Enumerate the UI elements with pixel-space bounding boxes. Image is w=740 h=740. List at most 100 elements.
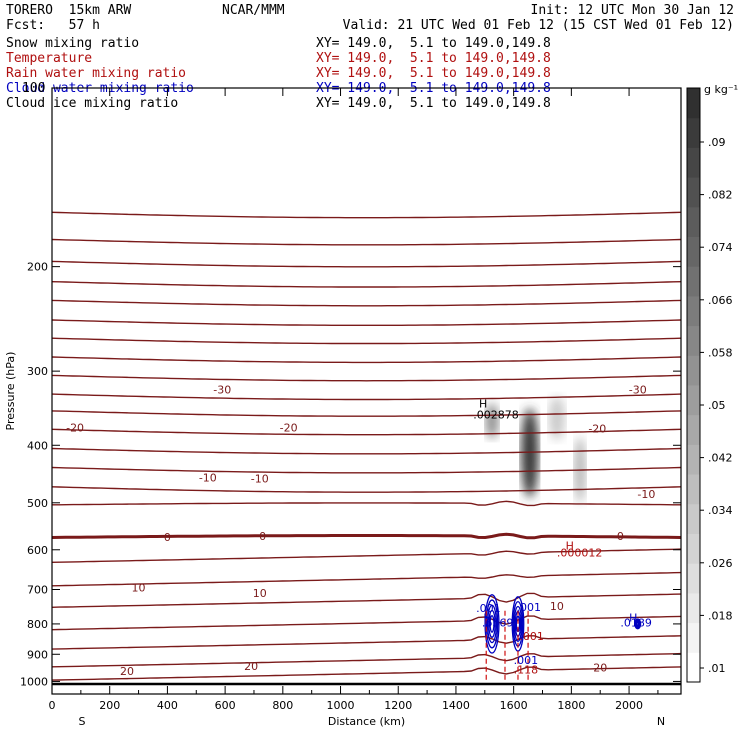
isotherm-1	[51, 238, 682, 246]
isotherm-5	[51, 319, 682, 326]
annotation-10: .001	[519, 630, 544, 643]
field-xy-0: XY= 149.0, 5.1 to 149.0,149.8	[316, 36, 551, 51]
x-tick-label-9: 1800	[557, 699, 585, 712]
snow-shading-1	[521, 408, 539, 498]
colorbar-tick-label-10: .09	[708, 136, 726, 149]
colorbar-tick-label-8: .074	[708, 241, 733, 254]
y-axis-label: Pressure (hPa)	[4, 352, 17, 431]
x-tick-label-3: 600	[215, 699, 236, 712]
annotation-3: .000012	[557, 546, 603, 559]
isotherm-0	[51, 211, 682, 219]
colorbar-bin	[687, 206, 700, 237]
colorbar-tick-label-7: .066	[708, 294, 733, 307]
isotherm-19	[51, 592, 682, 608]
colorbar-bin	[687, 622, 700, 653]
x-axis-label: Distance (km)	[328, 715, 405, 728]
isotherm-label-11: 10	[132, 582, 146, 595]
isotherm-18	[51, 571, 682, 587]
colorbar-bin	[687, 88, 700, 119]
field-name-1: Temperature	[6, 51, 93, 66]
isotherm-17	[51, 548, 682, 563]
colorbar-frame	[686, 87, 701, 683]
colorbar-tick-label-4: .042	[708, 452, 733, 465]
colorbar-unit: g kg⁻¹	[704, 83, 738, 96]
isotherm-label-0: -30	[213, 383, 231, 396]
isotherm-20	[51, 615, 682, 631]
cloud-water-contour-2-4	[636, 621, 640, 626]
isotherm-11	[51, 428, 682, 436]
x-tick-label-4: 800	[272, 699, 293, 712]
isotherm-label-10: 0	[617, 530, 624, 543]
isotherm-8	[51, 374, 682, 382]
colorbar-bin	[687, 533, 700, 564]
isotherm-label-3: -20	[280, 421, 298, 434]
colorbar-bin	[687, 444, 700, 475]
x-tick-label-10: 2000	[615, 699, 643, 712]
isotherm-7	[51, 356, 682, 364]
colorbar-bin	[687, 266, 700, 297]
isotherm-label-5: -10	[199, 471, 217, 484]
field-name-0: Snow mixing ratio	[6, 36, 140, 51]
center-name: NCAR/MMM	[222, 3, 285, 18]
isotherm-label-15: 20	[244, 660, 258, 673]
isotherm-label-4: -20	[588, 423, 606, 436]
cloud-water-contour-0-2	[486, 604, 498, 644]
field-name-4: Cloud ice mixing ratio	[6, 96, 179, 111]
annotation-6: H	[483, 611, 491, 624]
isotherm-label-13: 10	[550, 600, 564, 613]
colorbar-bin	[687, 563, 700, 594]
x-tick-label-6: 1200	[384, 699, 412, 712]
init-time: Init: 12 UTC Mon 30 Jan 12	[530, 3, 735, 18]
annotation-2: H	[566, 539, 574, 552]
annotation-8: H	[629, 611, 637, 624]
y-tick-label-8: 1000	[20, 675, 48, 688]
isotherm-label-12: 10	[253, 587, 267, 600]
y-tick-label-0: 200	[27, 261, 48, 274]
x-tick-label-5: 1000	[327, 699, 355, 712]
x-tick-label-8: 1600	[500, 699, 528, 712]
y-tick-label-2: 400	[27, 439, 48, 452]
north-label: N	[657, 715, 665, 728]
colorbar-bin	[687, 325, 700, 356]
x-tick-label-1: 200	[99, 699, 120, 712]
isotherm-13	[51, 466, 682, 474]
isotherm-label-6: -10	[251, 472, 269, 485]
cloud-water-contour-0-0	[484, 594, 500, 654]
valid-time: Valid: 21 UTC Wed 01 Feb 12 (15 CST Wed …	[342, 18, 734, 33]
isotherm-label-8: 0	[164, 531, 171, 544]
cloud-water-contour-0-4	[489, 615, 495, 633]
x-tick-label-2: 400	[157, 699, 178, 712]
colorbar-bin	[687, 147, 700, 178]
plot-frame	[51, 87, 682, 695]
colorbar-bin	[687, 177, 700, 208]
field-name-2: Rain water mixing ratio	[6, 66, 187, 81]
isotherm-14	[51, 486, 682, 493]
snow-shading-0	[485, 403, 499, 439]
isotherm-10	[51, 410, 682, 417]
forecast-hour: Fcst: 57 h	[6, 18, 100, 33]
isotherm-label-9: 0	[259, 530, 266, 543]
colorbar-bin	[687, 117, 700, 148]
x-tick-label-7: 1400	[442, 699, 470, 712]
field-xy-4: XY= 149.0, 5.1 to 149.0,149.8	[316, 96, 551, 111]
model-title: TORERO 15km ARW	[6, 3, 132, 18]
annotation-12: .118	[514, 663, 539, 676]
annotation-11: .001	[514, 654, 539, 667]
isotherm-4	[51, 299, 682, 307]
colorbar-bin	[687, 503, 700, 534]
annotation-9: .0189	[620, 617, 652, 630]
overlap-label: 100	[22, 81, 46, 96]
isotherm-16	[51, 532, 682, 540]
colorbar-bin	[687, 414, 700, 445]
colorbar-tick-label-0: .01	[708, 662, 726, 675]
colorbar-tick-label-3: .034	[708, 504, 733, 517]
isotherm-2	[51, 260, 682, 268]
south-label: S	[79, 715, 86, 728]
y-tick-label-3: 500	[27, 497, 48, 510]
isotherm-15	[52, 500, 681, 507]
annotation-0: H	[479, 397, 487, 410]
colorbar-tick-label-5: .05	[708, 399, 726, 412]
isotherm-label-7: -10	[637, 488, 655, 501]
isotherm-22	[51, 652, 682, 668]
